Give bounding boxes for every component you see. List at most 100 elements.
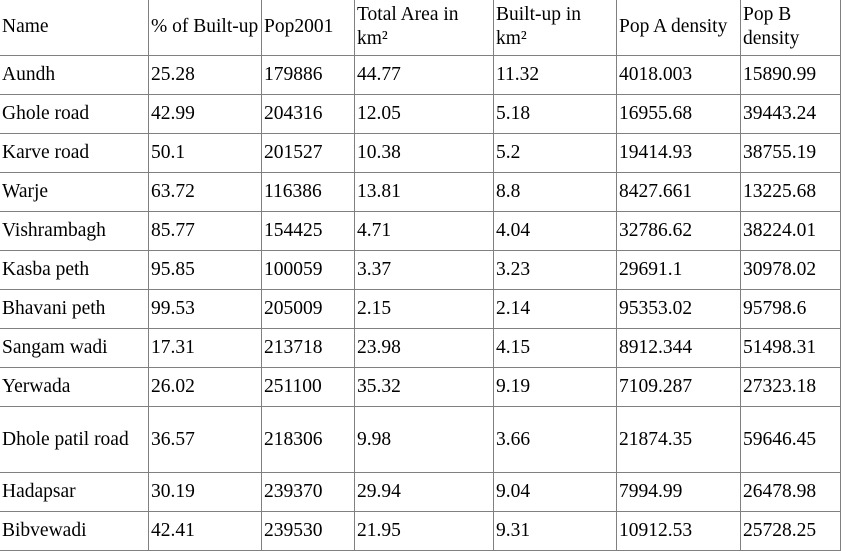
cell-pop2001: 204316 [261, 94, 355, 134]
cell-pop-b-density: 59646.45 [740, 406, 841, 473]
table-header: Name % of Built-up Pop2001 Total Area in… [0, 0, 841, 56]
cell-pop-a-density: 8427.661 [616, 172, 741, 212]
cell-pop-b-density: 25728.25 [740, 511, 841, 551]
cell-built-up-area: 3.66 [493, 406, 617, 473]
cell-pop2001: 239370 [261, 472, 355, 512]
cell-built-up-percent: 63.72 [148, 172, 262, 212]
cell-name: Hadapsar [0, 472, 149, 512]
cell-built-up-area: 11.32 [493, 55, 617, 95]
cell-total-area: 23.98 [354, 328, 494, 368]
cell-pop-b-density: 51498.31 [740, 328, 841, 368]
table-row: Aundh 25.28 179886 44.77 11.32 4018.003 15890.… [0, 55, 841, 95]
cell-pop2001: 251100 [261, 367, 355, 407]
table-row: Bibvewadi 42.41 239530 21.95 9.31 10912.53 257… [0, 511, 841, 551]
cell-pop-a-density: 32786.62 [616, 211, 741, 251]
cell-built-up-area: 5.2 [493, 133, 617, 173]
cell-pop-b-density: 27323.18 [740, 367, 841, 407]
cell-name: Warje [0, 172, 149, 212]
cell-built-up-percent: 36.57 [148, 406, 262, 473]
cell-total-area: 2.15 [354, 289, 494, 329]
cell-built-up-area: 3.23 [493, 250, 617, 290]
cell-total-area: 21.95 [354, 511, 494, 551]
cell-built-up-area: 2.14 [493, 289, 617, 329]
cell-built-up-percent: 95.85 [148, 250, 262, 290]
cell-pop-a-density: 21874.35 [616, 406, 741, 473]
header-pop2001: Pop2001 [261, 0, 355, 56]
cell-built-up-area: 8.8 [493, 172, 617, 212]
table-row: Hadapsar 30.19 239370 29.94 9.04 7994.99 26478… [0, 472, 841, 512]
cell-pop-b-density: 38224.01 [740, 211, 841, 251]
cell-total-area: 3.37 [354, 250, 494, 290]
cell-pop-a-density: 95353.02 [616, 289, 741, 329]
cell-built-up-percent: 42.99 [148, 94, 262, 134]
cell-total-area: 10.38 [354, 133, 494, 173]
cell-total-area: 12.05 [354, 94, 494, 134]
table-row: Warje 63.72 116386 13.81 8.8 8427.661 13225.68 [0, 172, 841, 212]
cell-total-area: 35.32 [354, 367, 494, 407]
cell-built-up-percent: 42.41 [148, 511, 262, 551]
cell-total-area: 44.77 [354, 55, 494, 95]
cell-built-up-area: 9.04 [493, 472, 617, 512]
table-row: Vishrambagh 85.77 154425 4.71 4.04 32786.62 38… [0, 211, 841, 251]
cell-built-up-percent: 17.31 [148, 328, 262, 368]
cell-name: Aundh [0, 55, 149, 95]
cell-built-up-area: 9.19 [493, 367, 617, 407]
cell-pop-a-density: 19414.93 [616, 133, 741, 173]
cell-pop-a-density: 16955.68 [616, 94, 741, 134]
cell-name: Sangam wadi [0, 328, 149, 368]
cell-name: Ghole road [0, 94, 149, 134]
cell-pop2001: 154425 [261, 211, 355, 251]
cell-pop-a-density: 10912.53 [616, 511, 741, 551]
cell-pop2001: 100059 [261, 250, 355, 290]
cell-pop-a-density: 7994.99 [616, 472, 741, 512]
cell-pop-a-density: 8912.344 [616, 328, 741, 368]
cell-pop-a-density: 7109.287 [616, 367, 741, 407]
table-row: Ghole road 42.99 204316 12.05 5.18 16955.68 39… [0, 94, 841, 134]
table-row: Sangam wadi 17.31 213718 23.98 4.15 8912.344 5… [0, 328, 841, 368]
cell-pop2001: 213718 [261, 328, 355, 368]
table-row: Yerwada 26.02 251100 35.32 9.19 7109.287 27323… [0, 367, 841, 407]
cell-built-up-area: 5.18 [493, 94, 617, 134]
cell-pop-b-density: 13225.68 [740, 172, 841, 212]
cell-built-up-area: 4.04 [493, 211, 617, 251]
cell-pop2001: 205009 [261, 289, 355, 329]
table-row: Karve road 50.1 201527 10.38 5.2 19414.93 3875… [0, 133, 841, 173]
table-row: Kasba peth 95.85 100059 3.37 3.23 29691.1 3097… [0, 250, 841, 290]
cell-pop2001: 179886 [261, 55, 355, 95]
table-body: Aundh 25.28 179886 44.77 11.32 4018.003 15890.… [0, 55, 841, 551]
cell-total-area: 9.98 [354, 406, 494, 473]
header-pop-a-density: Pop A density [616, 0, 741, 56]
cell-pop-b-density: 15890.99 [740, 55, 841, 95]
cell-name: Dhole patil road [0, 406, 149, 473]
cell-pop-b-density: 95798.6 [740, 289, 841, 329]
header-pop-b-density: Pop B density [740, 0, 841, 56]
cell-total-area: 29.94 [354, 472, 494, 512]
cell-pop2001: 239530 [261, 511, 355, 551]
header-name: Name [0, 0, 149, 56]
header-total-area: Total Area in km² [354, 0, 494, 56]
cell-name: Bibvewadi [0, 511, 149, 551]
header-row: Name % of Built-up Pop2001 Total Area in… [0, 0, 841, 56]
cell-built-up-area: 9.31 [493, 511, 617, 551]
cell-built-up-percent: 26.02 [148, 367, 262, 407]
header-built-up-area: Built-up in km² [493, 0, 617, 56]
cell-built-up-percent: 99.53 [148, 289, 262, 329]
cell-pop2001: 218306 [261, 406, 355, 473]
cell-total-area: 4.71 [354, 211, 494, 251]
table-row: Dhole patil road 36.57 218306 9.98 3.66 21874… [0, 406, 841, 473]
cell-name: Bhavani peth [0, 289, 149, 329]
cell-built-up-percent: 25.28 [148, 55, 262, 95]
header-built-up-percent: % of Built-up [148, 0, 262, 56]
cell-name: Karve road [0, 133, 149, 173]
cell-built-up-percent: 50.1 [148, 133, 262, 173]
cell-built-up-percent: 30.19 [148, 472, 262, 512]
cell-built-up-percent: 85.77 [148, 211, 262, 251]
cell-name: Vishrambagh [0, 211, 149, 251]
cell-pop-a-density: 29691.1 [616, 250, 741, 290]
cell-pop-a-density: 4018.003 [616, 55, 741, 95]
table-row: Bhavani peth 99.53 205009 2.15 2.14 95353.02 9… [0, 289, 841, 329]
cell-pop2001: 201527 [261, 133, 355, 173]
cell-pop-b-density: 38755.19 [740, 133, 841, 173]
